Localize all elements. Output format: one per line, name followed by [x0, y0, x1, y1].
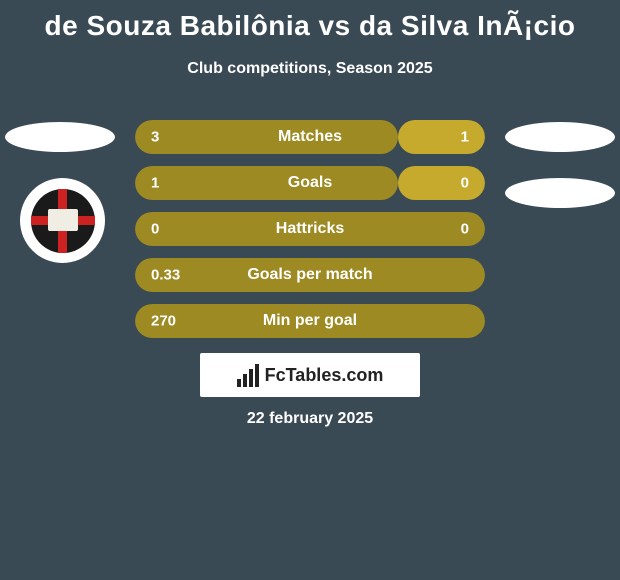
- team-logo-placeholder-3: [505, 178, 615, 208]
- page-title: de Souza Babilônia vs da Silva InÃ¡cio: [0, 0, 620, 42]
- stat-row: Matches 3 1: [135, 120, 485, 154]
- team-logo-placeholder-2: [505, 122, 615, 152]
- stat-label: Min per goal: [263, 312, 357, 330]
- stat-value-left: 270: [151, 313, 176, 330]
- brand-text: FcTables.com: [265, 365, 384, 386]
- stat-label: Goals per match: [247, 266, 372, 284]
- team-logo-placeholder-1: [5, 122, 115, 152]
- stat-row: Min per goal 270: [135, 304, 485, 338]
- stat-value-right: 1: [461, 129, 469, 146]
- stat-value-left: 3: [151, 129, 159, 146]
- stat-value-left: 0: [151, 221, 159, 238]
- stat-value-right: 0: [461, 175, 469, 192]
- stat-bar-right: [398, 166, 486, 200]
- stat-row: Goals per match 0.33: [135, 258, 485, 292]
- stat-value-left: 1: [151, 175, 159, 192]
- stat-label: Matches: [278, 128, 342, 146]
- stat-row: Hattricks 0 0: [135, 212, 485, 246]
- date-text: 22 february 2025: [0, 410, 620, 428]
- stats-container: Matches 3 1 Goals 1 0 Hattricks 0 0 Goals per mat…: [135, 120, 485, 350]
- stat-value-right: 0: [461, 221, 469, 238]
- subtitle: Club competitions, Season 2025: [0, 60, 620, 78]
- team-crest: [20, 178, 105, 263]
- chart-icon: [237, 364, 259, 387]
- stat-bar-right: [398, 120, 486, 154]
- stat-row: Goals 1 0: [135, 166, 485, 200]
- stat-label: Goals: [288, 174, 332, 192]
- brand-box: FcTables.com: [200, 353, 420, 397]
- stat-bar-left: [135, 166, 398, 200]
- stat-label: Hattricks: [276, 220, 344, 238]
- stat-value-left: 0.33: [151, 267, 180, 284]
- stat-bar-left: [135, 120, 398, 154]
